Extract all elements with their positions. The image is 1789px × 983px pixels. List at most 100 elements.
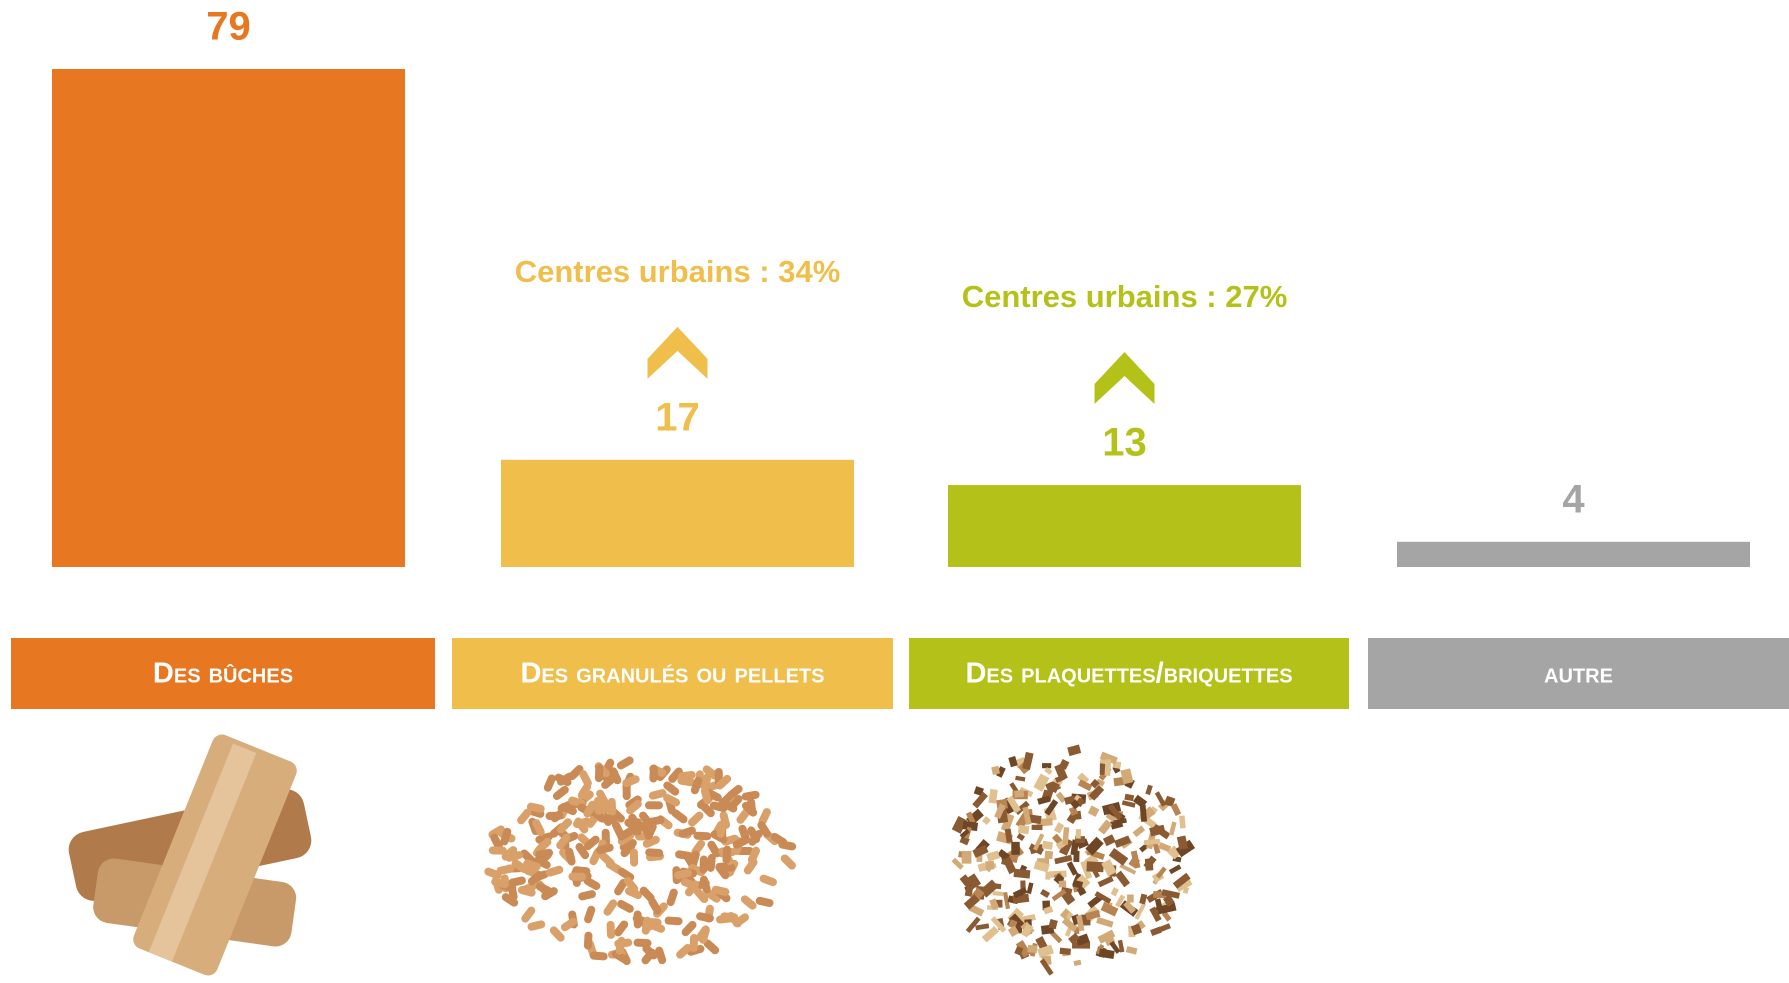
chip (1014, 790, 1024, 798)
pellet (595, 764, 604, 782)
value-label: 79 (206, 5, 251, 49)
bar (52, 69, 405, 567)
pellet (686, 810, 705, 828)
pellet (589, 951, 608, 960)
pellets-image (483, 755, 797, 966)
chip (1017, 833, 1025, 841)
bar (1397, 542, 1750, 567)
chip (991, 766, 1000, 775)
pellet (706, 854, 716, 873)
chip (1073, 960, 1081, 966)
pellet (577, 889, 596, 901)
pellet (496, 864, 515, 875)
chip (1022, 752, 1033, 770)
chip (1171, 803, 1181, 816)
chip (1133, 825, 1146, 837)
chip (1155, 923, 1171, 933)
chip (982, 816, 991, 825)
chip (1042, 763, 1051, 768)
chip (1042, 841, 1053, 850)
chip (1045, 872, 1050, 880)
bar (948, 485, 1301, 567)
chip (1145, 858, 1154, 870)
chip (1067, 861, 1078, 876)
category-label: Des bûches (153, 658, 293, 690)
chip (1011, 842, 1020, 855)
chip (1076, 829, 1081, 839)
pellet (602, 898, 619, 917)
chip (1124, 794, 1134, 801)
category-label: autre (1544, 658, 1613, 690)
pellet (675, 850, 694, 861)
logs-image (65, 732, 314, 979)
chip (1098, 876, 1114, 887)
chip (1027, 945, 1037, 953)
chip (966, 917, 981, 933)
pellet (633, 938, 651, 947)
annotation: Centres urbains : 34% (515, 254, 841, 289)
chip (1059, 881, 1067, 888)
chip (986, 851, 1000, 862)
chip (1056, 792, 1067, 804)
chip (1111, 887, 1119, 896)
pellet (664, 916, 683, 925)
category-label: Des plaquettes/briquettes (965, 658, 1292, 690)
bar (501, 460, 854, 567)
chip (1126, 946, 1138, 955)
pellet (645, 801, 663, 809)
value-label: 17 (655, 395, 700, 439)
chip (1115, 871, 1130, 888)
chip (985, 861, 994, 870)
chip (1054, 822, 1064, 833)
chip (975, 923, 989, 930)
chip (1096, 917, 1113, 928)
pellet (568, 873, 586, 881)
annotation: Centres urbains : 27% (962, 279, 1288, 314)
pellet (643, 918, 661, 927)
chart: 79 Des bûches 17 Centres urbains : 34% Des g… (0, 0, 1789, 983)
pellet (543, 773, 557, 793)
chip (1127, 894, 1134, 902)
pellet (551, 784, 570, 801)
chip (1048, 919, 1057, 929)
up-chevron (648, 327, 708, 379)
pellet (739, 894, 758, 912)
category-label: Des granulés ou pellets (520, 658, 824, 690)
chip (1169, 864, 1182, 874)
pellet (612, 919, 629, 938)
pellet (545, 812, 563, 821)
value-label: 4 (1562, 477, 1585, 521)
pellet (527, 920, 546, 932)
pellet (630, 849, 638, 867)
chip (1067, 745, 1081, 757)
pellet (645, 848, 663, 857)
pellet (616, 899, 636, 915)
chip (1040, 889, 1050, 898)
pellet (649, 764, 658, 782)
chip (1169, 822, 1177, 836)
chip (1088, 806, 1100, 817)
chip (1045, 851, 1054, 859)
up-chevron (1095, 352, 1155, 404)
pellet (666, 888, 679, 908)
pellet (778, 840, 797, 851)
pellet (520, 905, 537, 924)
chip (1145, 785, 1153, 795)
pellet (606, 921, 615, 939)
chip (992, 891, 1003, 896)
chip (1139, 894, 1147, 905)
pellet (755, 896, 774, 908)
chips-image (952, 745, 1196, 976)
chip (962, 851, 972, 864)
chip (1027, 882, 1034, 894)
pellet (578, 769, 593, 789)
chip (1008, 756, 1017, 767)
pellet (584, 931, 593, 949)
page: 79 Des bûches 17 Centres urbains : 34% Des g… (0, 0, 1789, 983)
pellet (722, 845, 731, 864)
chip (1015, 776, 1025, 782)
pellet (615, 755, 635, 771)
value-label: 13 (1102, 421, 1147, 465)
pellet (699, 855, 708, 873)
pellet (583, 905, 596, 925)
